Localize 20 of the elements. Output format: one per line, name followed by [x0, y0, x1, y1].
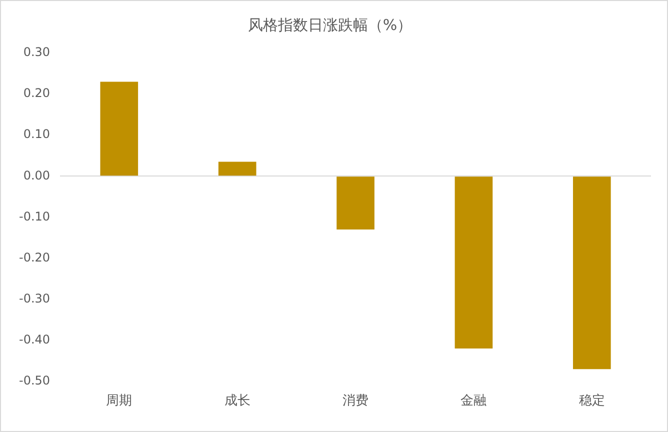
y-tick-label: 0.20 — [23, 86, 50, 100]
bar — [100, 82, 138, 176]
y-tick-label: 0.00 — [23, 168, 50, 182]
x-tick-label: 金融 — [460, 394, 487, 409]
chart-title: 风格指数日涨跌幅（%） — [248, 16, 412, 34]
y-tick-label: 0.30 — [23, 45, 50, 60]
x-tick-label: 稳定 — [578, 394, 605, 409]
y-tick-label: -0.20 — [18, 250, 50, 264]
bar — [454, 176, 493, 349]
y-tick-label: -0.50 — [18, 374, 50, 388]
x-tick-label: 周期 — [106, 394, 132, 409]
x-tick-label: 消费 — [342, 394, 369, 409]
y-tick-label: -0.40 — [18, 332, 50, 346]
bar — [218, 162, 256, 176]
bar — [336, 176, 374, 230]
x-tick-label: 成长 — [224, 394, 250, 409]
y-tick-label: -0.30 — [18, 291, 50, 306]
y-tick-label: -0.10 — [18, 209, 50, 224]
y-tick-label: 0.10 — [23, 127, 50, 142]
bar — [572, 176, 611, 370]
